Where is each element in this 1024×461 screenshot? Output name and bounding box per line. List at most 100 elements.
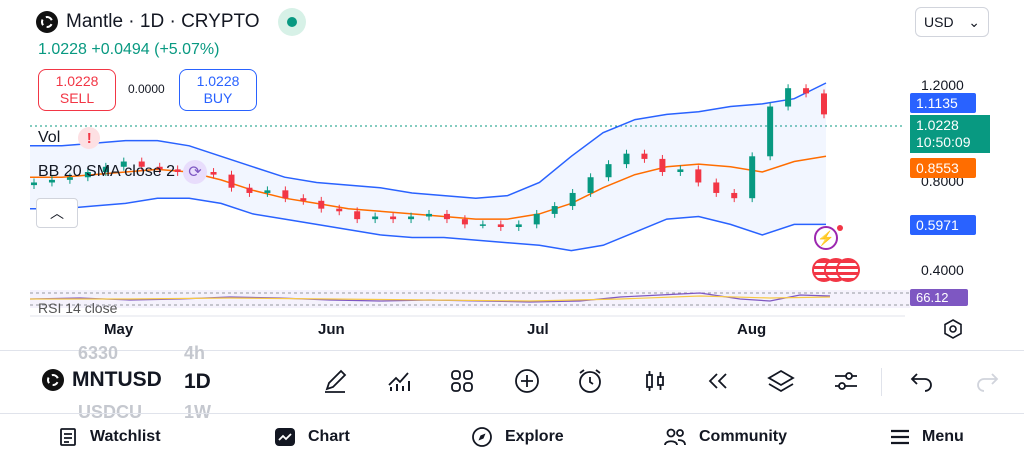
candle [318,200,325,209]
candle [336,208,343,212]
candle [677,169,684,172]
alarm-clock-icon[interactable] [575,365,605,397]
compass-icon [472,427,492,447]
candle [156,166,163,170]
time-axis-label: Jun [318,321,345,338]
candle [767,106,774,157]
symbol-header[interactable]: Mantle · 1D · CRYPTO [36,8,306,36]
candle [479,224,486,226]
undo-icon[interactable] [907,365,937,397]
vol-legend[interactable]: Vol ! [38,127,101,149]
candle [695,169,702,183]
candle [713,182,720,193]
time-axis-label: May [104,321,134,338]
candle [587,177,594,193]
candle [803,88,810,94]
chevron-up-icon: ︿ [50,205,64,221]
refresh-icon[interactable]: ⟳ [182,160,207,184]
chevron-down-icon: ⌄ [968,13,980,30]
settings-sliders-icon[interactable] [831,365,861,397]
drawing-tool-icon[interactable] [320,365,350,397]
candle [31,182,37,186]
chart-icon [275,428,295,446]
symbol-scroll-prev: 6330 [78,343,119,363]
price-chart[interactable] [0,0,1024,345]
bar-countdown: 10:50:09 [916,134,971,150]
warning-icon[interactable]: ! [78,127,101,149]
candle [623,153,630,165]
currency-value: USD [924,14,954,30]
nav-menu-label: Menu [922,428,964,445]
candle [515,224,522,227]
replay-icon[interactable] [703,365,733,397]
nav-community[interactable]: Community [663,420,787,454]
collapse-legend-button[interactable]: ︿ [36,198,78,228]
bb-lower-tag: 0.5971 [910,215,976,235]
currency-select[interactable]: USD ⌄ [915,7,989,37]
interval-scroll-next: 1W [184,402,211,422]
nav-explore-label: Explore [505,428,564,445]
candle [408,216,415,220]
buy-button[interactable]: 1.0228 BUY [179,69,257,111]
last-price-tag: 1.0228 10:50:09 [910,115,990,153]
candle [390,216,397,220]
candle [300,198,307,201]
candle [354,211,361,220]
nav-watchlist[interactable]: Watchlist [58,420,161,454]
candle [120,161,127,167]
candle [731,192,738,199]
candle [372,216,379,220]
time-axis-label: Jul [527,321,549,338]
chart-settings-icon[interactable] [942,318,964,340]
rsi-legend[interactable]: RSI 14 close [38,300,118,316]
lightning-icon[interactable]: ⚡ [814,226,838,250]
symbol-picker[interactable]: MNTUSD [42,368,162,392]
candle [749,156,756,199]
candle [102,166,109,172]
community-icon [664,428,686,446]
symbol-title: Mantle · 1D · CRYPTO [66,11,260,32]
candle [282,190,289,199]
interval-scroll-prev: 4h [184,343,206,363]
add-icon[interactable] [512,365,542,397]
vol-label: Vol [38,129,61,146]
rsi-pane [30,290,910,308]
sell-label: SELL [59,90,95,106]
rsi-value-tag: 66.12 [910,289,968,306]
layers-icon[interactable] [766,365,796,397]
nav-menu[interactable]: Menu [890,420,964,454]
nav-chart-label: Chart [308,428,350,445]
rsi-ma-line [30,295,831,302]
candle [210,172,217,175]
candles-group [31,84,827,231]
buy-price: 1.0228 [196,73,240,89]
economic-events-flag-icon[interactable] [812,258,860,284]
nav-chart[interactable]: Chart [274,420,350,454]
candle [551,206,558,214]
layout-grid-icon[interactable] [447,365,477,397]
time-axis-label: Aug [737,321,767,338]
spread-value: 0.0000 [128,82,165,96]
candle [461,219,468,225]
bb-band-fill [30,82,826,251]
interval-picker[interactable]: 1D [184,370,211,393]
candle [66,177,73,180]
last-price-value: 1.0228 [916,117,959,133]
candle [246,187,253,193]
bb-upper-tag: 1.1135 [910,93,976,113]
buy-label: BUY [203,90,233,106]
indicators-icon[interactable] [384,365,414,397]
nav-explore[interactable]: Explore [471,420,564,454]
candle [264,190,271,193]
market-open-icon [277,8,306,36]
nav-watchlist-label: Watchlist [90,428,161,445]
bb-upper-line [30,82,827,199]
candle [569,192,576,207]
sell-button[interactable]: 1.0228 SELL [38,69,116,111]
candles-icon[interactable] [640,365,670,397]
notification-dot [837,225,843,231]
candle [443,213,450,220]
bb-lower-line [30,197,826,252]
bb-legend[interactable]: BB 20 SMA close 2 ⟳ [38,160,207,184]
mantle-logo-icon [42,369,64,391]
